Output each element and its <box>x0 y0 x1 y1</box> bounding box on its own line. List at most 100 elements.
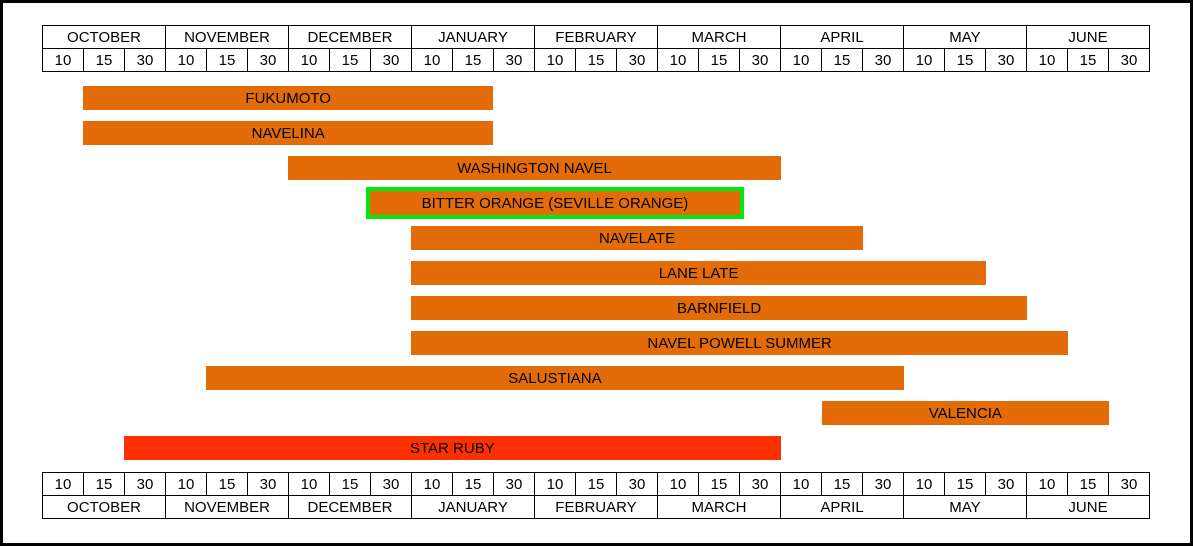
month-cell: DECEMBER <box>289 26 412 48</box>
tick-cell: 10 <box>535 473 576 495</box>
month-cell: JANUARY <box>412 496 535 518</box>
gantt-bar-fukumoto: FUKUMOTO <box>83 86 494 110</box>
tick-cell: 15 <box>576 473 617 495</box>
tick-cell: 15 <box>453 473 494 495</box>
gantt-bar-star-ruby: STAR RUBY <box>124 436 781 460</box>
gantt-bar-washington-navel: WASHINGTON NAVEL <box>288 156 781 180</box>
tick-cell: 15 <box>822 473 863 495</box>
month-cell: DECEMBER <box>289 496 412 518</box>
tick-cell: 30 <box>371 473 412 495</box>
tick-cell: 15 <box>84 49 125 71</box>
tick-cell: 10 <box>412 473 453 495</box>
bar-label: FUKUMOTO <box>245 89 331 107</box>
calendar-header-bottom: 10 15 30 10 15 30 10 15 30 10 15 30 10 15 30 10 15 30 10 15… <box>42 472 1150 519</box>
bar-label: NAVELINA <box>251 124 325 142</box>
tick-cell: 15 <box>945 49 986 71</box>
tick-cell: 10 <box>658 49 699 71</box>
tick-cell: 30 <box>494 473 535 495</box>
gantt-bar-valencia: VALENCIA <box>821 401 1109 425</box>
tick-cell: 30 <box>863 49 904 71</box>
tick-cell: 15 <box>453 49 494 71</box>
tick-cell: 30 <box>986 473 1027 495</box>
tick-cell: 15 <box>330 49 371 71</box>
tick-cell: 15 <box>330 473 371 495</box>
month-cell: APRIL <box>781 26 904 48</box>
tick-cell: 30 <box>1120 475 1138 493</box>
tick-cell: 30 <box>740 49 781 71</box>
month-cell: FEBRUARY <box>535 26 658 48</box>
tick-cell: 10 <box>535 49 576 71</box>
gantt-bar-salustiana: SALUSTIANA <box>206 366 904 390</box>
tick-cell: 30 <box>125 473 166 495</box>
bar-label: BITTER ORANGE (SEVILLE ORANGE) <box>421 194 689 212</box>
month-cell: APRIL <box>781 496 904 518</box>
month-cell: MARCH <box>658 26 781 48</box>
tick-cell: 10 <box>904 473 945 495</box>
tick-cell: 15 <box>822 49 863 71</box>
bar-label: VALENCIA <box>928 404 1002 422</box>
gantt-bar-highlighted: BITTER ORANGE (SEVILLE ORANGE) <box>366 187 744 219</box>
tick-cell: 30 <box>248 49 289 71</box>
bar-label: STAR RUBY <box>409 439 495 457</box>
tick-cell: 15 <box>1068 473 1109 495</box>
tick-cell: 15 <box>945 473 986 495</box>
bar-label: WASHINGTON NAVEL <box>457 159 612 177</box>
month-cell: OCTOBER <box>43 26 166 48</box>
tick-cell: 30 <box>740 473 781 495</box>
tick-cell: 10 <box>412 49 453 71</box>
tick-cell: 15 <box>699 473 740 495</box>
gantt-bar-navelina: NAVELINA <box>83 121 494 145</box>
gantt-bar-navel-powell-summer: NAVEL POWELL SUMMER <box>411 331 1068 355</box>
tick-cell: 15 <box>699 49 740 71</box>
month-cell: MAY <box>904 496 1027 518</box>
tick-cell: 10 <box>166 49 207 71</box>
bar-label: SALUSTIANA <box>508 369 602 387</box>
tick-cell: 30 <box>986 49 1027 71</box>
tick-cell: 30 <box>371 49 412 71</box>
tick-cell: 10 <box>781 49 822 71</box>
bar-label: LANE LATE <box>658 264 739 282</box>
tick-cell: 10 <box>1027 49 1068 71</box>
tick-cell: 15 <box>1068 49 1109 71</box>
month-cell: MAY <box>904 26 1027 48</box>
bar-label: NAVELATE <box>598 229 676 247</box>
tick-cell: 15 <box>576 49 617 71</box>
tick-cell: 10 <box>904 49 945 71</box>
tick-cell: 10 <box>166 473 207 495</box>
month-cell: OCTOBER <box>43 496 166 518</box>
tick-cell: 10 <box>781 473 822 495</box>
tick-cell: 30 <box>863 473 904 495</box>
tick-cell: 10 <box>43 49 84 71</box>
tick-cell: 15 <box>207 473 248 495</box>
tick-cell: 30 <box>494 49 535 71</box>
bar-label: BARNFIELD <box>677 299 762 317</box>
tick-cell: 30 <box>617 49 658 71</box>
tick-cell: 30 <box>248 473 289 495</box>
tick-cell: 10 <box>289 49 330 71</box>
bar-label: NAVEL POWELL SUMMER <box>647 334 832 352</box>
gantt-bar-barnfield: BARNFIELD <box>411 296 1027 320</box>
tick-cell: 10 <box>1027 473 1068 495</box>
tick-cell: 30 <box>125 49 166 71</box>
tick-row: 10 15 30 10 15 30 10 15 30 10 15 30 10 15 30 10 15 30 10 15… <box>43 49 1149 71</box>
tick-cell: 10 <box>43 473 84 495</box>
month-cell: NOVEMBER <box>166 496 289 518</box>
tick-cell: 30 <box>1120 51 1138 69</box>
calendar-header-top: OCTOBER NOVEMBER DECEMBER JANUARY FEBRUARY MA… <box>42 25 1150 72</box>
month-cell: MARCH <box>658 496 781 518</box>
tick-cell: 30 <box>617 473 658 495</box>
month-cell: NOVEMBER <box>166 26 289 48</box>
month-row: OCTOBER NOVEMBER DECEMBER JANUARY FEBRUARY MA… <box>43 26 1149 49</box>
tick-cell: 15 <box>84 473 125 495</box>
month-cell: JANUARY <box>412 26 535 48</box>
tick-cell: 15 <box>207 49 248 71</box>
gantt-bar-navelate: NAVELATE <box>411 226 863 250</box>
month-cell: JUNE <box>1068 28 1108 46</box>
tick-row: 10 15 30 10 15 30 10 15 30 10 15 30 10 15 30 10 15 30 10 15… <box>43 473 1149 496</box>
month-row: OCTOBER NOVEMBER DECEMBER JANUARY FEBRUARY MA… <box>43 496 1149 518</box>
month-cell: FEBRUARY <box>535 496 658 518</box>
tick-cell: 10 <box>658 473 699 495</box>
month-cell: JUNE <box>1068 498 1108 516</box>
gantt-bar-lane-late: LANE LATE <box>411 261 986 285</box>
